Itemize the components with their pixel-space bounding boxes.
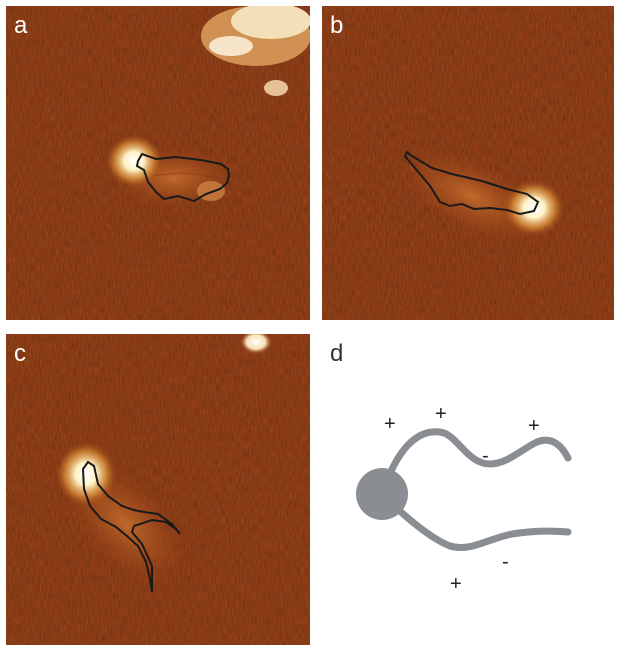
afm-image-c (6, 334, 310, 645)
afm-image-a (6, 6, 310, 320)
charge-sign-plus: + (384, 413, 396, 435)
afm-image-b (322, 6, 614, 320)
afm-image-panel-b: b (322, 6, 614, 320)
molecule-schematic (356, 428, 572, 551)
afm-image-panel-a: a (6, 6, 310, 320)
molecule-trace-a (135, 152, 231, 203)
panel-label-d: d (330, 340, 344, 367)
charge-sign-minus: - (482, 445, 489, 467)
lower-strand (378, 490, 572, 551)
charge-sign-minus: - (502, 551, 509, 573)
charge-sign-plus: + (450, 573, 462, 595)
molecule-trace-b (403, 150, 540, 216)
bead-circle (356, 468, 408, 520)
panel-label-c: c (14, 340, 26, 367)
charge-sign-plus: + (528, 415, 540, 437)
panel-label-a: a (14, 12, 28, 39)
schematic-panel-d: d + + + - - + (322, 334, 614, 645)
upper-strand (378, 428, 572, 498)
afm-image-panel-c: c (6, 334, 310, 645)
molecule-trace-c (81, 460, 181, 593)
panel-label-b: b (330, 12, 344, 39)
charge-sign-plus: + (435, 403, 447, 425)
